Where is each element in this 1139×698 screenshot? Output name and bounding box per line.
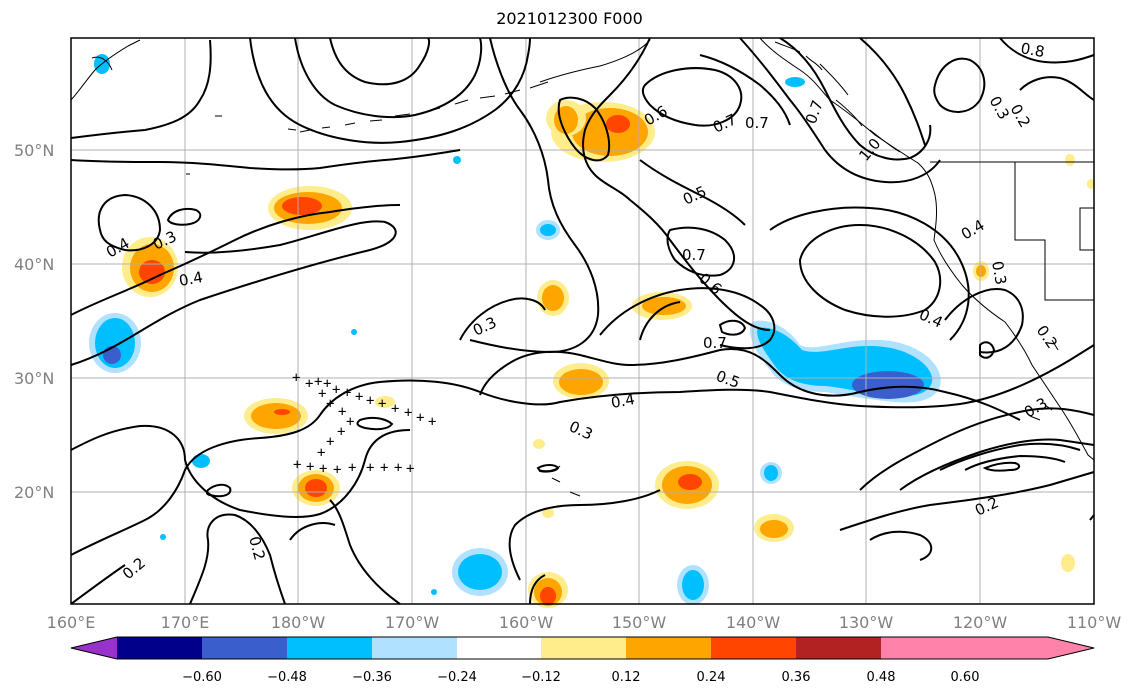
station-marker: + (378, 396, 386, 412)
colorbar-bin (117, 637, 202, 659)
lon-label: 120°W (953, 613, 1008, 632)
station-marker: + (332, 382, 340, 398)
station-marker: + (391, 401, 399, 417)
station-marker: + (406, 461, 414, 477)
lat-label: 40°N (14, 255, 54, 274)
colorbar-bin (626, 637, 711, 659)
station-marker: + (338, 404, 346, 420)
positive-patch (244, 398, 308, 434)
colorbar-bin (457, 637, 541, 659)
lon-label: 150°W (612, 613, 667, 632)
negative-patch (89, 313, 141, 373)
colorbar-tick-label: 0.24 (697, 670, 726, 685)
colorbar-tick-label: 0.60 (951, 670, 980, 685)
station-marker: + (305, 376, 313, 392)
station-marker: + (394, 460, 402, 476)
colorbar-tick-label: −0.60 (182, 670, 222, 685)
lon-label: 170°W (385, 613, 440, 632)
colorbar-outline (70, 636, 1095, 660)
positive-patch (122, 237, 178, 297)
station-marker: + (380, 460, 388, 476)
station-marker: + (346, 414, 354, 430)
lon-label: 160°W (499, 613, 554, 632)
positive-patch (754, 514, 794, 542)
station-marker: + (318, 386, 326, 402)
station-marker: + (317, 445, 325, 461)
longitude-labels: 160°E 170°E 180°W 170°W 160°W 150°W 140°… (47, 613, 1122, 632)
contour-lines (70, 37, 1095, 605)
contour-label: 0.8 (1019, 39, 1046, 61)
colorbar-tick-label: −0.12 (521, 670, 561, 685)
station-marker: + (319, 461, 327, 477)
colorbar-bin (881, 637, 965, 659)
colorbar-bin (711, 637, 796, 659)
station-marker: + (337, 424, 345, 440)
colorbar-bin (202, 637, 287, 659)
lon-label: 160°E (47, 613, 96, 632)
colorbar-bin (796, 637, 881, 659)
station-marker: + (404, 405, 412, 421)
lat-label: 50°N (14, 141, 54, 160)
station-marker: + (306, 459, 314, 475)
positive-patch (528, 572, 568, 608)
station-marker: + (293, 457, 301, 473)
negative-patch (452, 548, 508, 596)
lat-label: 20°N (14, 483, 54, 502)
station-marker: + (366, 393, 374, 409)
station-marker: + (326, 434, 334, 450)
graticule (71, 38, 1094, 604)
colorbar-bin (372, 637, 457, 659)
lat-label: 30°N (14, 369, 54, 388)
positive-patch (632, 292, 692, 320)
positive-patch (268, 186, 352, 230)
lon-label: 140°W (726, 613, 781, 632)
positive-patch (537, 280, 569, 316)
colorbar-tick-label: 0.36 (782, 670, 811, 685)
negative-patch (677, 565, 709, 605)
colorbar-tick-label: 0.12 (612, 670, 641, 685)
positive-patch (546, 100, 655, 162)
station-markers: + + + + + + + + + + + + + + + + + + + + … (292, 370, 436, 478)
map-title: 2021012300 F000 (496, 9, 643, 28)
station-marker: + (326, 396, 334, 412)
station-marker: + (333, 462, 341, 478)
lon-label: 180°W (271, 613, 326, 632)
contour-label: 0.2 (245, 534, 269, 562)
contour-label: 0.4 (610, 390, 637, 412)
station-marker: + (366, 460, 374, 476)
contour-label: 0.4 (178, 268, 205, 290)
lon-label: 130°W (839, 613, 894, 632)
colorbar-bin (287, 637, 372, 659)
station-marker: + (343, 385, 351, 401)
positive-patch (553, 363, 609, 399)
colorbar-bin (541, 637, 626, 659)
station-marker: + (348, 460, 356, 476)
station-marker: + (428, 414, 436, 430)
contour-label: 0.7 (682, 246, 706, 264)
colorbar-tick-label: 0.48 (867, 670, 896, 685)
contour-label: 0.7 (703, 334, 727, 352)
station-marker: + (355, 389, 363, 405)
colorbar-tick-label: −0.48 (267, 670, 307, 685)
station-marker: + (314, 374, 322, 390)
lon-label: 110°W (1067, 613, 1122, 632)
colorbar: −0.60 −0.48 −0.36 −0.24 −0.12 0.12 0.24 … (70, 636, 1095, 685)
colorbar-tick-label: −0.36 (352, 670, 392, 685)
positive-patch (655, 461, 719, 509)
positive-patch (375, 154, 1095, 572)
colorbar-extend-low (71, 637, 117, 659)
contour-label: 0.7 (745, 114, 769, 132)
colorbar-tick-label: −0.24 (437, 670, 477, 685)
station-marker: + (416, 410, 424, 426)
station-marker: + (323, 376, 331, 392)
latitude-labels: 50°N 40°N 30°N 20°N (14, 141, 54, 502)
contour-label: 0.3 (988, 260, 1010, 287)
map-frame (70, 37, 1095, 605)
lon-label: 170°E (161, 613, 210, 632)
station-marker: + (292, 370, 300, 386)
anomaly-patches (89, 54, 1095, 608)
